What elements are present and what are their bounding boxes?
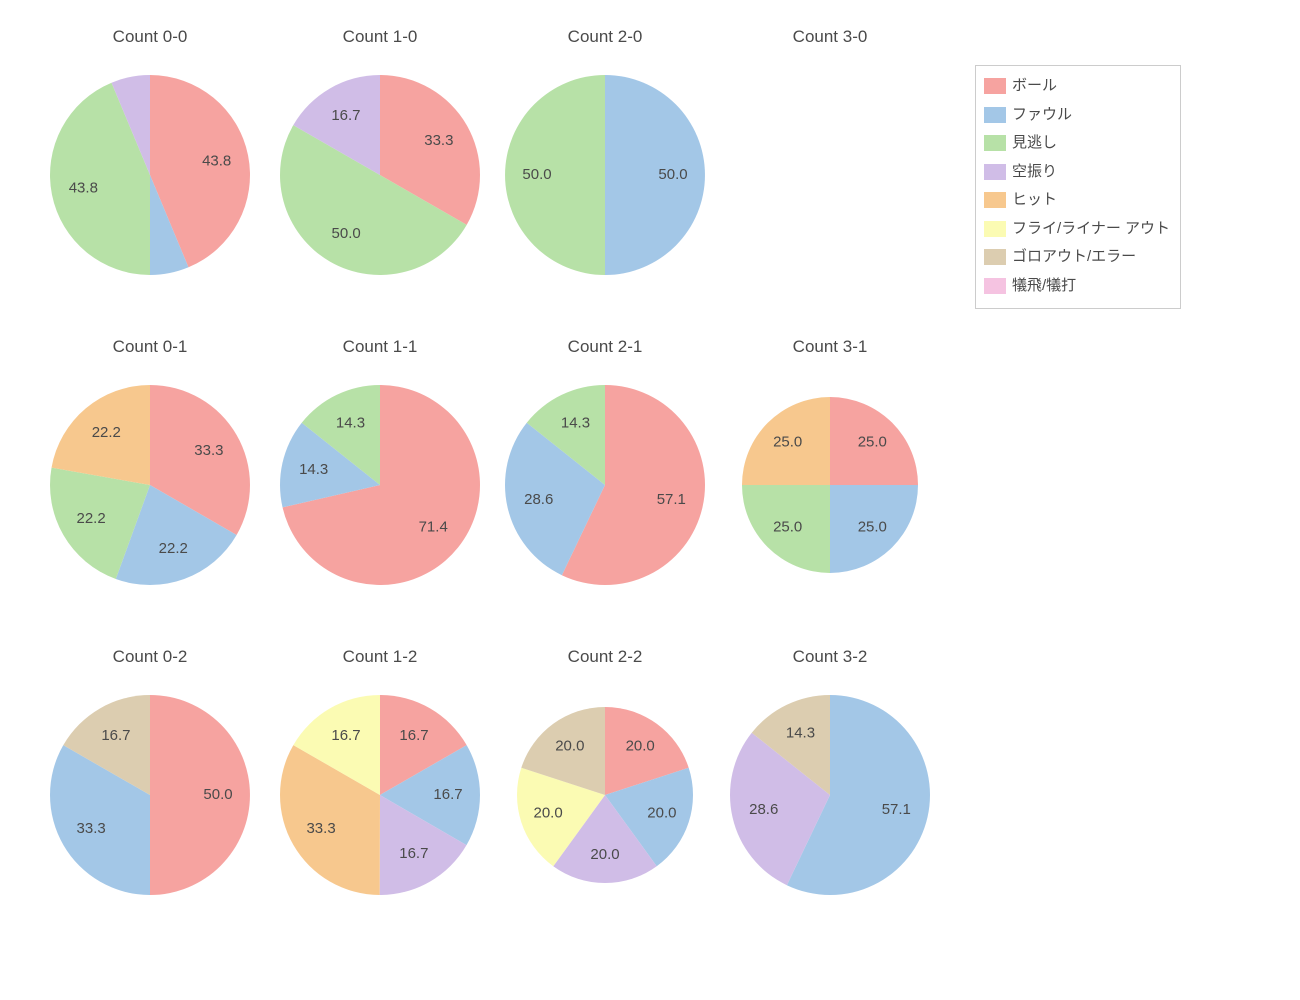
legend-item-swing: 空振り [984,158,1170,187]
pie-slice-label: 57.1 [657,491,686,508]
pie-slice-label: 20.0 [626,738,655,755]
legend-item-flyout: フライ/ライナー アウト [984,215,1170,244]
pie-slice-label: 16.7 [399,727,428,744]
legend-label: 空振り [1012,158,1057,187]
legend-swatch [984,249,1006,265]
pie-slice-label: 16.7 [399,845,428,862]
legend-swatch [984,278,1006,294]
pie-slice-label: 43.8 [69,179,98,196]
chart-title: Count 3-1 [793,337,868,357]
pie-slice-label: 25.0 [858,518,887,535]
pie-slice-label: 20.0 [590,846,619,863]
legend-item-hit: ヒット [984,186,1170,215]
pie-slice-label: 33.3 [424,132,453,149]
pie-slice-label: 25.0 [773,434,802,451]
pie-slice-label: 33.3 [194,442,223,459]
pie-slice-label: 16.7 [331,107,360,124]
legend-swatch [984,192,1006,208]
pie-slice-label: 14.3 [299,461,328,478]
pie-slice-label: 43.8 [202,153,231,170]
pie-slice-label: 22.2 [77,510,106,527]
legend-swatch [984,164,1006,180]
pie-slice-label: 14.3 [786,725,815,742]
pie-slice-foul [605,75,705,275]
legend-label: フライ/ライナー アウト [1012,215,1170,244]
legend-swatch [984,78,1006,94]
pie-chart: 25.0 25.0 25.0 25.0 [702,357,958,613]
pie-slice-label: 20.0 [647,804,676,821]
pie-chart-grid: Count 0-043.843.8Count 1-033.350.016.7Co… [0,0,1300,1000]
legend-label: 犠飛/犠打 [1012,272,1076,301]
legend-label: ファウル [1012,101,1072,130]
legend-item-foul: ファウル [984,101,1170,130]
pie-slice-label: 16.7 [433,786,462,803]
pie-slice-label: 57.1 [882,801,911,818]
pie-chart: 57.1 28.6 14.3 [690,655,970,935]
pie-slice-label: 50.0 [658,166,687,183]
pie-chart: 50.0 50.0 [465,35,745,315]
legend: ボールファウル見逃し空振りヒットフライ/ライナー アウトゴロアウト/エラー犠飛/… [975,65,1181,309]
pie-slice-label: 20.0 [533,804,562,821]
legend-item-ground: ゴロアウト/エラー [984,243,1170,272]
pie-slice-looking [505,75,605,275]
pie-slice-label: 20.0 [555,738,584,755]
pie-slice-label: 14.3 [336,415,365,432]
legend-item-sac: 犠飛/犠打 [984,272,1170,301]
legend-swatch [984,221,1006,237]
chart-title: Count 2-2 [568,647,643,667]
pie-slice-label: 22.2 [159,540,188,557]
pie-slice-ball [150,695,250,895]
pie-slice-label: 16.7 [101,727,130,744]
chart-title: Count 3-0 [793,27,868,47]
pie-slice-label: 16.7 [331,727,360,744]
legend-label: ボール [1012,72,1057,101]
pie-slice-label: 28.6 [524,491,553,508]
legend-item-looking: 見逃し [984,129,1170,158]
pie-slice-label: 25.0 [858,434,887,451]
legend-label: 見逃し [1012,129,1057,158]
legend-swatch [984,135,1006,151]
pie-slice-label: 22.2 [92,424,121,441]
pie-slice-label: 50.0 [522,166,551,183]
legend-label: ゴロアウト/エラー [1012,243,1136,272]
legend-item-ball: ボール [984,72,1170,101]
pie-slice-label: 33.3 [306,820,335,837]
pie-slice-label: 50.0 [203,786,232,803]
pie-slice-label: 71.4 [419,518,448,535]
pie-slice-label: 50.0 [332,225,361,242]
pie-slice-label: 28.6 [749,801,778,818]
legend-swatch [984,107,1006,123]
pie-slice-label: 25.0 [773,518,802,535]
legend-label: ヒット [1012,186,1057,215]
pie-slice-label: 33.3 [77,820,106,837]
pie-slice-label: 14.3 [561,415,590,432]
